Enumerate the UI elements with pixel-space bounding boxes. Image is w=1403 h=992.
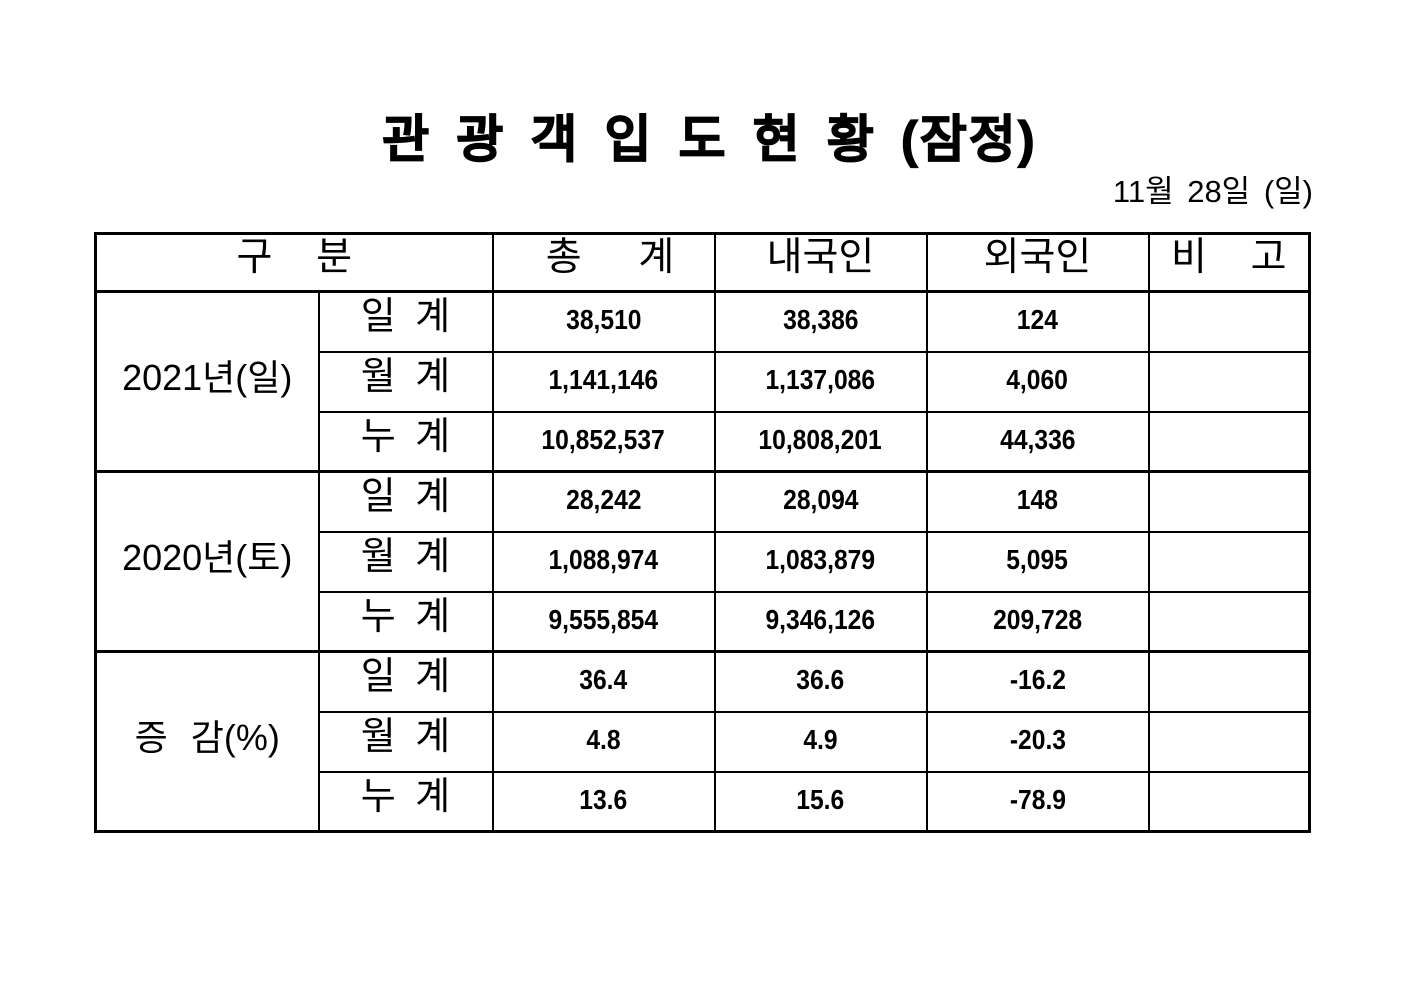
period-label: 월 계 <box>317 530 494 593</box>
value-text: 9,555,854 <box>548 603 659 635</box>
value-total: 1,141,146 <box>491 350 716 413</box>
value-text: 10,852,537 <box>541 423 666 455</box>
value-domestic: 15.6 <box>713 770 928 833</box>
value-text: 4.8 <box>586 724 621 755</box>
value-text: -16.2 <box>1009 664 1066 696</box>
period-label: 일 계 <box>317 470 494 533</box>
period-label: 월 계 <box>317 350 494 413</box>
note-cell <box>1147 590 1311 653</box>
value-text: 10,808,201 <box>758 423 883 455</box>
table-row: 증 감(%) 일 계 36.4 36.6 -16.2 <box>94 650 1311 833</box>
table-row: 2021년(일) 일 계 38,510 38,386 124 <box>94 290 1311 473</box>
value-text: 1,083,879 <box>765 544 876 575</box>
header-category: 구 분 <box>94 232 494 293</box>
table-row: 월 계 4.8 4.9 -20.3 <box>96 710 1311 773</box>
value-text: 124 <box>1016 304 1059 336</box>
value-text: 1,088,974 <box>548 544 659 575</box>
value-foreigner: 5,095 <box>925 530 1150 593</box>
value-total: 36.4 <box>491 650 716 713</box>
value-foreigner: -20.3 <box>925 710 1150 773</box>
header-foreigner: 외국인 <box>925 232 1150 293</box>
header-note: 비 고 <box>1147 232 1311 293</box>
value-foreigner: 44,336 <box>925 410 1150 473</box>
period-label: 일 계 <box>317 650 494 713</box>
value-text: 1,137,086 <box>765 364 876 395</box>
value-text: 28,242 <box>565 484 642 516</box>
group-label-2021: 2021년(일) <box>94 290 320 473</box>
note-cell <box>1147 770 1311 833</box>
value-domestic: 4.9 <box>713 710 928 773</box>
period-label: 누 계 <box>317 590 494 653</box>
table-row: 월 계 1,088,974 1,083,879 5,095 <box>96 530 1311 593</box>
value-total: 38,510 <box>491 290 716 353</box>
note-cell <box>1147 530 1311 593</box>
group-label-2020: 2020년(토) <box>94 470 320 653</box>
value-text: 209,728 <box>992 603 1083 635</box>
value-foreigner: 4,060 <box>925 350 1150 413</box>
header-total: 총 계 <box>491 232 716 293</box>
value-total: 9,555,854 <box>491 590 716 653</box>
table-row: 월 계 1,141,146 1,137,086 4,060 <box>96 350 1311 413</box>
value-domestic: 9,346,126 <box>713 590 928 653</box>
note-cell <box>1147 410 1311 473</box>
value-text: 4.9 <box>803 724 838 755</box>
value-foreigner: -78.9 <box>925 770 1150 833</box>
note-cell <box>1147 650 1311 713</box>
value-text: 15.6 <box>796 783 845 815</box>
value-domestic: 1,137,086 <box>713 350 928 413</box>
value-text: 13.6 <box>579 783 628 815</box>
value-foreigner: 148 <box>925 470 1150 533</box>
value-foreigner: 124 <box>925 290 1150 353</box>
value-domestic: 28,094 <box>713 470 928 533</box>
value-text: 1,141,146 <box>548 364 659 395</box>
note-cell <box>1147 470 1311 533</box>
value-text: 38,510 <box>565 304 642 336</box>
period-label: 일 계 <box>317 290 494 353</box>
date-label: 11월 28일 (일) <box>1112 174 1313 209</box>
value-text: -20.3 <box>1009 724 1066 755</box>
value-text: -78.9 <box>1009 783 1066 815</box>
value-domestic: 10,808,201 <box>713 410 928 473</box>
value-text: 28,094 <box>782 484 859 516</box>
table-header-row: 구 분 총 계 내국인 외국인 비 고 <box>94 232 1311 293</box>
page-title: 관 광 객 입 도 현 황 (잠정) <box>382 111 1037 168</box>
table-row: 누 계 10,852,537 10,808,201 44,336 <box>96 410 1311 473</box>
value-text: 38,386 <box>782 304 859 336</box>
value-text: 36.6 <box>796 664 845 696</box>
period-label: 월 계 <box>317 710 494 773</box>
value-text: 44,336 <box>999 423 1076 455</box>
group-label-change: 증 감(%) <box>94 650 320 833</box>
note-cell <box>1147 350 1311 413</box>
table-row: 2020년(토) 일 계 28,242 28,094 148 <box>94 470 1311 653</box>
note-cell <box>1147 710 1311 773</box>
table-row: 누 계 13.6 15.6 -78.9 <box>96 770 1311 833</box>
value-total: 4.8 <box>491 710 716 773</box>
tourist-arrivals-table: 구 분 총 계 내국인 외국인 비 고 2021년(일) 일 계 38,510 … <box>94 232 1311 833</box>
value-total: 28,242 <box>491 470 716 533</box>
value-foreigner: -16.2 <box>925 650 1150 713</box>
period-label: 누 계 <box>317 410 494 473</box>
period-label: 누 계 <box>317 770 494 833</box>
value-domestic: 36.6 <box>713 650 928 713</box>
value-total: 13.6 <box>491 770 716 833</box>
value-total: 10,852,537 <box>491 410 716 473</box>
value-domestic: 1,083,879 <box>713 530 928 593</box>
value-text: 36.4 <box>579 664 628 696</box>
value-text: 148 <box>1016 484 1059 516</box>
value-foreigner: 209,728 <box>925 590 1150 653</box>
value-text: 5,095 <box>1006 544 1069 575</box>
note-cell <box>1147 290 1311 353</box>
header-domestic: 내국인 <box>713 232 928 293</box>
value-text: 9,346,126 <box>765 603 876 635</box>
value-total: 1,088,974 <box>491 530 716 593</box>
table-row: 누 계 9,555,854 9,346,126 209,728 <box>96 590 1311 653</box>
value-text: 4,060 <box>1006 364 1069 395</box>
value-domestic: 38,386 <box>713 290 928 353</box>
